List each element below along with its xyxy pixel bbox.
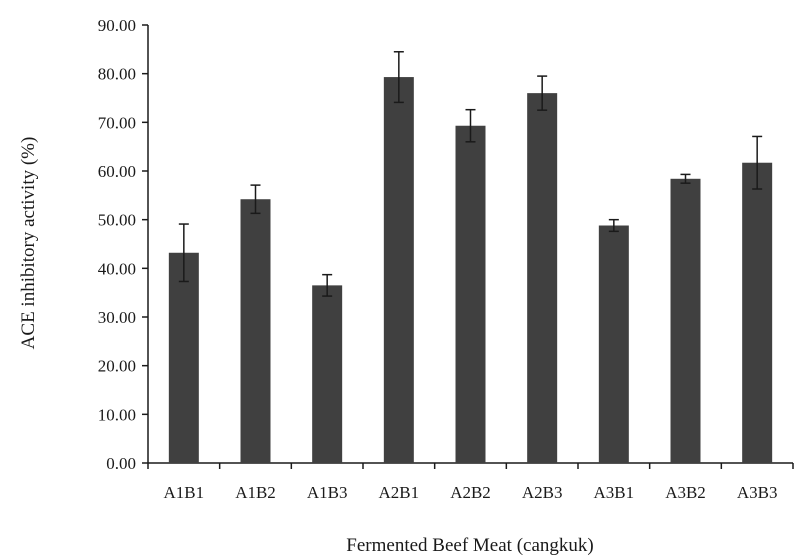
- x-tick-label: A1B2: [235, 483, 276, 502]
- bar: [383, 77, 414, 463]
- x-axis: A1B1 A1B2 A1B3 A2B1 A2B2 A2B3 A3B1 A3B2 A3B3: [147, 462, 794, 502]
- error-bar: [680, 173, 691, 184]
- error-bar: [608, 218, 619, 233]
- bars: [168, 77, 773, 464]
- y-tick-label: 20.00: [98, 357, 136, 376]
- bar: [455, 125, 486, 464]
- x-tick-label: A3B2: [665, 483, 706, 502]
- y-tick-label: 50.00: [98, 211, 136, 230]
- bar: [670, 178, 701, 463]
- x-tick-label: A1B3: [307, 483, 348, 502]
- y-tick-label: 0.00: [106, 454, 136, 473]
- error-bar: [178, 223, 189, 283]
- bar: [527, 93, 558, 463]
- bar: [312, 285, 343, 463]
- error-bar: [250, 184, 261, 215]
- x-tick-label: A2B1: [379, 483, 420, 502]
- y-tick-label: 70.00: [98, 113, 136, 132]
- error-bar: [465, 108, 476, 143]
- x-axis-title: Fermented Beef Meat (cangkuk): [346, 535, 593, 556]
- bar: [742, 162, 773, 463]
- x-tick-label: A2B2: [450, 483, 491, 502]
- bar: [240, 199, 271, 463]
- x-tick-label: A2B3: [522, 483, 563, 502]
- bar: [168, 252, 199, 463]
- y-tick-label: 60.00: [98, 162, 136, 181]
- y-tick-label: 80.00: [98, 65, 136, 84]
- y-tick-label: 10.00: [98, 405, 136, 424]
- y-tick-label: 90.00: [98, 16, 136, 35]
- y-axis-title: ACE inhibitory activity (%): [18, 137, 39, 350]
- x-tick-label: A3B1: [594, 483, 635, 502]
- error-bar: [322, 273, 333, 297]
- error-bar: [752, 135, 763, 190]
- y-tick-label: 30.00: [98, 308, 136, 327]
- error-bar: [393, 51, 404, 104]
- error-bars: [178, 51, 763, 297]
- error-bar: [537, 75, 548, 111]
- x-tick-label: A3B3: [737, 483, 778, 502]
- x-tick-label: A1B1: [164, 483, 205, 502]
- bar: [598, 225, 629, 463]
- y-axis: 0.00 10.00 20.00 30.00 40.00 50.00 60.00 70.00 8…: [98, 16, 149, 473]
- y-tick-label: 40.00: [98, 259, 136, 278]
